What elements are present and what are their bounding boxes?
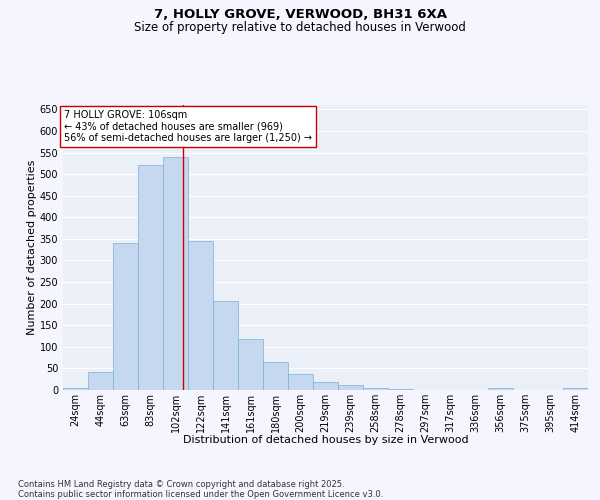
Bar (263, 362, 288, 390)
Y-axis label: Number of detached properties: Number of detached properties (27, 160, 37, 335)
Bar (338, 385, 363, 390)
Bar (138, 164, 163, 390)
Bar (388, 389, 413, 390)
Bar (163, 157, 188, 390)
Text: Size of property relative to detached houses in Verwood: Size of property relative to detached ho… (134, 21, 466, 34)
Bar (88, 372, 113, 390)
Bar (238, 339, 263, 390)
Bar (113, 243, 138, 390)
X-axis label: Distribution of detached houses by size in Verwood: Distribution of detached houses by size … (182, 435, 469, 445)
Bar (363, 388, 388, 390)
Text: 7, HOLLY GROVE, VERWOOD, BH31 6XA: 7, HOLLY GROVE, VERWOOD, BH31 6XA (154, 8, 446, 20)
Bar (563, 388, 588, 390)
Text: Contains HM Land Registry data © Crown copyright and database right 2025.
Contai: Contains HM Land Registry data © Crown c… (18, 480, 383, 499)
Bar (313, 382, 338, 390)
Bar (488, 388, 513, 390)
Bar (63, 388, 88, 390)
Text: 7 HOLLY GROVE: 106sqm
← 43% of detached houses are smaller (969)
56% of semi-det: 7 HOLLY GROVE: 106sqm ← 43% of detached … (64, 110, 313, 144)
Bar (188, 241, 213, 390)
Bar (213, 300, 238, 390)
Bar (288, 374, 313, 390)
